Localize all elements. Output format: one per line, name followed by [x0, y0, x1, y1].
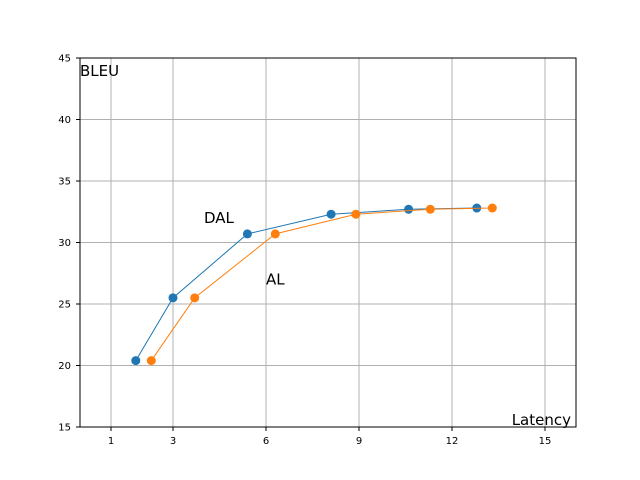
- data-point-dal: [131, 356, 141, 366]
- y-tick-label: 40: [58, 115, 71, 126]
- data-point-dal: [168, 293, 178, 303]
- x-tick-label: 6: [263, 436, 269, 447]
- series-layer: [131, 203, 497, 366]
- data-point-al: [190, 293, 200, 303]
- annotation-al: AL: [266, 270, 285, 288]
- grid-lines: [80, 57, 576, 428]
- series-line-dal: [135, 207, 477, 361]
- data-point-al: [487, 203, 497, 213]
- x-tick-label: 15: [539, 436, 552, 447]
- annotation-dal: DAL: [204, 209, 235, 227]
- x-axis-label: Latency: [512, 411, 571, 429]
- x-tick-label: 1: [108, 436, 114, 447]
- y-tick-label: 15: [58, 423, 71, 434]
- x-tick-label: 9: [356, 436, 362, 447]
- annotations: DAL AL: [204, 209, 285, 289]
- y-tick-label: 35: [58, 177, 71, 188]
- y-tick-label: 25: [58, 300, 71, 311]
- data-point-dal: [242, 229, 252, 239]
- series-line-al: [150, 207, 493, 361]
- y-tick-label: 45: [58, 54, 71, 65]
- x-tick-label: 3: [170, 436, 176, 447]
- x-tick-label: 12: [446, 436, 459, 447]
- data-point-al: [425, 204, 435, 214]
- data-point-al: [270, 229, 280, 239]
- axis-ticks: 1 3 6 9 12 15 15 20 25 30 35 40 45: [58, 54, 551, 448]
- data-point-dal: [404, 204, 414, 214]
- y-axis-label: BLEU: [80, 62, 119, 80]
- y-tick-label: 20: [58, 361, 71, 372]
- data-point-al: [146, 356, 156, 366]
- data-point-dal: [326, 209, 336, 219]
- data-point-al: [351, 209, 361, 219]
- y-tick-label: 30: [58, 238, 71, 249]
